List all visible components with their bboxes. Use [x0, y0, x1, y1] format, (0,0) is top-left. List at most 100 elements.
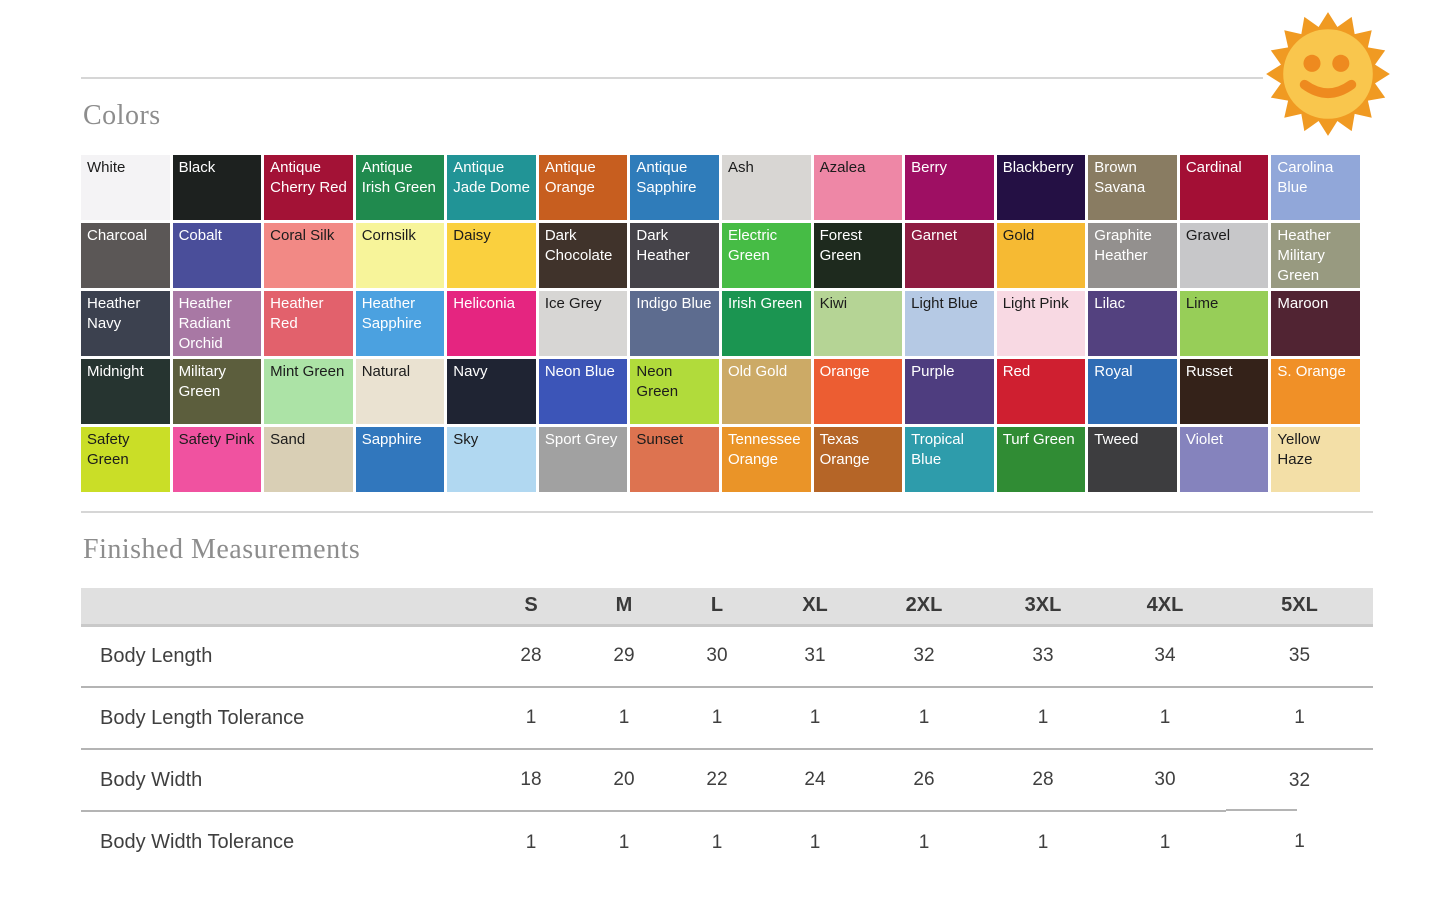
- color-swatch-label: Light Pink: [1002, 295, 1069, 312]
- color-swatch-heather-navy: Heather Navy: [81, 291, 170, 356]
- size-header-row: S M L XL 2XL 3XL 4XL 5XL: [81, 588, 1373, 627]
- color-swatch-light-blue: Light Blue: [905, 291, 994, 356]
- color-swatch-label: Old Gold: [727, 363, 788, 380]
- measurement-value: 1: [578, 687, 670, 750]
- color-swatch-yellow-haze: Yellow Haze: [1271, 427, 1360, 492]
- measurement-value: 1: [1037, 831, 1049, 853]
- color-swatch-label: Lilac: [1094, 295, 1126, 312]
- sun-icon: [1264, 10, 1392, 138]
- color-swatch-dark-chocolate: Dark Chocolate: [538, 223, 628, 288]
- measurement-value: 30: [670, 625, 764, 688]
- color-swatch-label: Irish Green: [727, 295, 803, 312]
- color-swatch-label: Heather Military Green: [1277, 227, 1331, 284]
- color-swatch-royal: Royal: [1088, 359, 1177, 424]
- color-swatch-maroon: Maroon: [1271, 291, 1360, 356]
- color-swatch-safety-pink: Safety Pink: [172, 427, 262, 492]
- color-swatch-label: Cardinal: [1185, 159, 1242, 176]
- color-swatch-black: Black: [172, 155, 262, 220]
- measurement-value: 1: [525, 831, 537, 853]
- color-swatch-neon-green: Neon Green: [630, 359, 719, 424]
- measurement-value: 28: [484, 625, 578, 688]
- measurement-row-label: Body Width Tolerance: [100, 831, 295, 853]
- color-swatch-label: Antique Sapphire: [636, 159, 697, 196]
- color-swatch-label: S. Orange: [1277, 363, 1346, 380]
- measurement-value: 1: [670, 687, 764, 750]
- size-header-5xl: 5XL: [1226, 588, 1373, 627]
- color-swatch-label: Neon Green: [636, 363, 679, 400]
- color-swatch-label: Sapphire: [361, 431, 422, 448]
- measurement-value: 1: [484, 687, 578, 750]
- color-swatch-label: Turf Green: [1002, 431, 1075, 448]
- color-swatch-label: Forest Green: [819, 227, 863, 264]
- color-swatch-sunset: Sunset: [630, 427, 719, 492]
- color-swatch-ice-grey: Ice Grey: [538, 291, 628, 356]
- color-swatch-label: Heather Radiant Orchid: [178, 295, 232, 352]
- color-swatch-berry: Berry: [905, 155, 994, 220]
- size-header-spacer: [81, 588, 484, 627]
- color-swatch-sky: Sky: [447, 427, 536, 492]
- color-swatch-coral-silk: Coral Silk: [264, 223, 353, 288]
- measurement-value: 35: [1226, 625, 1373, 688]
- color-swatch-label: Blackberry: [1002, 159, 1074, 176]
- color-swatch-label: Garnet: [911, 227, 957, 244]
- color-swatch-label: Military Green: [178, 363, 227, 400]
- color-swatch-gold: Gold: [996, 223, 1086, 288]
- color-swatch-cobalt: Cobalt: [172, 223, 262, 288]
- measurement-value: 1: [866, 687, 982, 750]
- color-swatch-ash: Ash: [721, 155, 811, 220]
- color-swatch-label: Maroon: [1277, 295, 1329, 312]
- measurement-row-label: Body Width: [81, 749, 484, 812]
- color-swatch-graphite-heather: Graphite Heather: [1088, 223, 1177, 288]
- color-swatch-label: Berry: [911, 159, 947, 176]
- color-swatch-label: Antique Cherry Red: [270, 159, 347, 196]
- color-swatch-kiwi: Kiwi: [813, 291, 903, 356]
- size-header-3xl: 3XL: [982, 588, 1104, 627]
- color-swatch-antique-orange: Antique Orange: [538, 155, 628, 220]
- color-swatch-texas-orange: Texas Orange: [813, 427, 903, 492]
- color-swatch-label: Ice Grey: [544, 295, 602, 312]
- color-swatch-label: Navy: [453, 363, 488, 380]
- color-swatch-antique-irish-green: Antique Irish Green: [355, 155, 445, 220]
- size-header-xl: XL: [764, 588, 866, 627]
- content-area: Colors White Black Antique Cherry Red Antiq…: [81, 0, 1373, 873]
- color-swatch-sand: Sand: [264, 427, 353, 492]
- color-swatch-safety-green: Safety Green: [81, 427, 170, 492]
- color-swatch-label: Texas Orange: [819, 431, 870, 468]
- measurement-row-label: Body Length: [81, 625, 484, 688]
- color-swatch-label: Orange: [819, 363, 870, 380]
- measurement-value: 1: [711, 831, 723, 853]
- measurement-row: Body Length Tolerance 1 1 1 1 1 1 1 1: [81, 687, 1373, 750]
- measurement-value: 32: [866, 625, 982, 688]
- color-swatch-violet: Violet: [1179, 427, 1269, 492]
- color-swatch-old-gold: Old Gold: [721, 359, 811, 424]
- measurement-value: 26: [866, 749, 982, 812]
- color-swatch-russet: Russet: [1179, 359, 1269, 424]
- color-swatch-label: Brown Savana: [1094, 159, 1146, 196]
- measurement-value: 1: [918, 831, 930, 853]
- measurements-table-wrap: S M L XL 2XL 3XL 4XL 5XL Body Length 28 29 30 31 32 3…: [81, 588, 1373, 873]
- color-swatch-label: Sand: [270, 431, 306, 448]
- color-swatch-label: Light Blue: [911, 295, 978, 312]
- color-swatch-tropical-blue: Tropical Blue: [905, 427, 994, 492]
- color-swatch-cardinal: Cardinal: [1179, 155, 1269, 220]
- color-swatch-heather-military-green: Heather Military Green: [1271, 223, 1360, 288]
- color-swatch-label: Midnight: [87, 363, 144, 380]
- color-swatch-label: Antique Orange: [544, 159, 596, 196]
- colors-section-title: Colors: [83, 100, 161, 131]
- color-swatch-antique-jade-dome: Antique Jade Dome: [447, 155, 536, 220]
- color-swatch-sport-grey: Sport Grey: [538, 427, 628, 492]
- measurements-body: Body Length 28 29 30 31 32 33 34 35 Body Length T…: [81, 625, 1373, 873]
- color-swatch-military-green: Military Green: [172, 359, 262, 424]
- color-swatch-navy: Navy: [447, 359, 536, 424]
- color-swatch-label: Tropical Blue: [911, 431, 964, 468]
- size-header-s: S: [484, 588, 578, 627]
- color-swatch-label: Sport Grey: [544, 431, 618, 448]
- color-swatch-lime: Lime: [1179, 291, 1269, 356]
- measurement-value: 32: [1226, 749, 1373, 811]
- color-swatch-forest-green: Forest Green: [813, 223, 903, 288]
- color-swatch-indigo-blue: Indigo Blue: [630, 291, 719, 356]
- color-swatch-turf-green: Turf Green: [996, 427, 1086, 492]
- measurement-row: Body Width Tolerance 1 1 1 1 1 1 1 1: [81, 811, 1373, 873]
- sun-left-eye: [1303, 54, 1321, 72]
- color-swatch-sapphire: Sapphire: [355, 427, 445, 492]
